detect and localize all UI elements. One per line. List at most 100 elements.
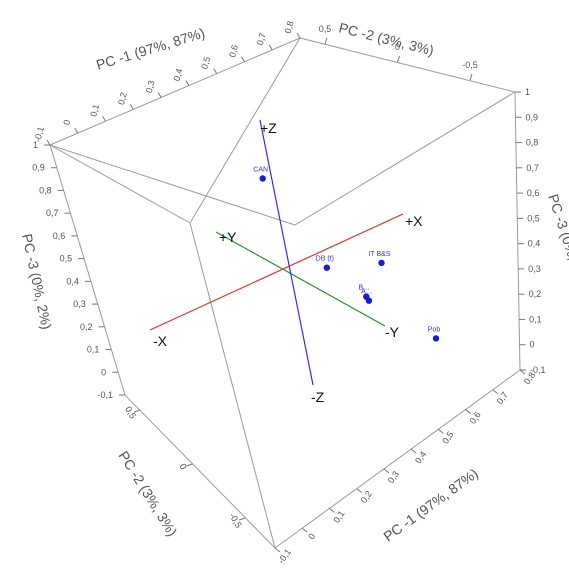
box-edge xyxy=(274,369,521,549)
pc1_front-tick-label: 0,1 xyxy=(331,509,346,525)
pc1-tick xyxy=(241,56,245,63)
pc2_front-tick-label: 0,5 xyxy=(123,405,138,421)
pc1-tick-label: 0,5 xyxy=(199,56,212,71)
pc3_right-tick-label: 0,8 xyxy=(526,138,539,148)
pc3_right-tick-label: 1 xyxy=(525,87,530,97)
pc1-tick-label: 0 xyxy=(61,119,72,126)
pc1-tick-label: -0,1 xyxy=(32,125,46,143)
tick-layer xyxy=(44,32,526,553)
pc3-tick-label: 0 xyxy=(101,367,106,377)
pc3-tick-label: 0,6 xyxy=(53,231,66,241)
pc1-tick-label: 0,7 xyxy=(255,32,268,47)
box-edge xyxy=(514,91,521,371)
pc3-tick-label: 0,1 xyxy=(87,345,100,355)
pc3-tick-label: 0,3 xyxy=(73,299,86,309)
pc2_front-tick-label: 0 xyxy=(178,462,189,471)
pc1_front-tick-label: 0,3 xyxy=(386,469,401,485)
pc1-axis-title-top: PC -1 (97%, 87%) xyxy=(94,25,207,73)
x-direction-line xyxy=(149,213,404,331)
pc3_right-tick-label: -0,1 xyxy=(530,365,546,375)
pc1_front-tick xyxy=(465,409,471,414)
box-edge xyxy=(294,91,516,226)
pc1_front-tick xyxy=(301,527,308,533)
pc3-tick-label: 0,7 xyxy=(46,208,59,218)
plus-z-label: +Z xyxy=(260,120,277,136)
pc2-axis-title-top: PC -2 (3%, 3%) xyxy=(337,19,435,58)
pc2_front-tick xyxy=(238,517,246,521)
pc1_front-tick xyxy=(329,508,335,513)
data-point-label: CAN xyxy=(253,167,268,174)
data-point xyxy=(259,175,266,182)
pc1_front-tick-label: 0,2 xyxy=(359,489,374,505)
data-point xyxy=(378,259,385,267)
pc1-tick-label: 0,2 xyxy=(116,91,129,106)
pc2-tick xyxy=(324,37,328,45)
pc1-tick xyxy=(74,127,79,134)
pc1_front-tick-label: 0,5 xyxy=(440,430,455,446)
plus-y-label: +Y xyxy=(219,229,237,245)
data-point xyxy=(365,297,373,304)
data-point xyxy=(323,264,330,271)
pc1-tick-label: 0,8 xyxy=(283,20,296,35)
pc2_front-tick xyxy=(186,463,193,467)
pc1-tick-label: 0,6 xyxy=(227,44,240,59)
pc3-tick-label: -0,1 xyxy=(97,390,113,400)
pc2-axis-title-front: PC -2 (3%, 3%) xyxy=(115,448,180,539)
pc1-tick xyxy=(213,68,218,74)
minus-z-label: -Z xyxy=(311,389,325,405)
pc1_front-tick xyxy=(274,547,281,553)
pc1-tick xyxy=(129,104,134,110)
pc1_front-tick xyxy=(438,428,444,434)
y-direction-line xyxy=(215,231,386,327)
pc1-tick xyxy=(46,139,51,146)
box-edge xyxy=(299,37,516,93)
pc3-axis-title-left: PC -3 (0%, 2%) xyxy=(19,232,55,330)
pc1_front-tick-label: -0,1 xyxy=(276,547,293,565)
pc1_front-tick xyxy=(492,389,499,395)
pc3_right-tick-label: 0,6 xyxy=(527,188,540,198)
pc2-tick xyxy=(469,73,473,81)
pc1-tick xyxy=(185,80,190,86)
pc1_front-tick-label: 0,6 xyxy=(467,410,482,426)
pc3_right-tick-label: 0,9 xyxy=(525,112,538,122)
box-edge xyxy=(189,222,276,549)
pc3_right-tick-label: 0,2 xyxy=(529,289,542,299)
box-edge xyxy=(49,144,126,396)
pc3-tick-label: 0,5 xyxy=(60,254,73,264)
pc1-tick xyxy=(268,44,273,51)
box-edge xyxy=(49,144,296,226)
box-edge xyxy=(124,394,276,549)
pc1_front-tick xyxy=(356,488,362,494)
pc3-tick-label: 0,8 xyxy=(39,185,52,195)
pc3-tick-label: 0,4 xyxy=(66,276,79,286)
points-layer: CAN DB (t) IT B&S Pob B…A… xyxy=(253,167,440,342)
pc3_right-tick-label: 0,4 xyxy=(528,239,541,249)
data-point-label: IT B&S xyxy=(368,251,390,258)
data-point-label: B… xyxy=(358,285,370,292)
data-point-label: A… xyxy=(361,289,373,296)
bounding-box xyxy=(49,37,521,549)
minus-x-label: -X xyxy=(153,333,168,349)
box-edge xyxy=(189,37,301,224)
pc1-tick-label: 0,1 xyxy=(88,103,101,118)
pc1_front-tick xyxy=(519,369,526,375)
pc3_right-tick-label: 0,5 xyxy=(527,213,540,223)
z-direction-line xyxy=(259,119,314,386)
pc2-tick-label: 0,5 xyxy=(319,24,332,34)
pc1_front-tick-label: 0,4 xyxy=(413,449,428,465)
pc1-tick-label: 0,4 xyxy=(172,67,185,82)
pc2_front-tick xyxy=(133,409,141,413)
pc3_right-tick-label: 0,3 xyxy=(528,264,541,274)
data-point-label: DB (t) xyxy=(316,256,334,263)
data-point xyxy=(432,335,440,342)
box-edge xyxy=(49,144,191,224)
pc1-tick-label: 0,3 xyxy=(144,79,157,94)
pc1-tick xyxy=(296,32,301,39)
pc3_right-tick-label: 0 xyxy=(530,340,535,350)
plus-x-label: +X xyxy=(405,213,423,229)
pc1_front-tick xyxy=(383,468,390,474)
pc2-tick xyxy=(397,55,400,63)
pc3_right-tick-label: 0,1 xyxy=(529,314,542,324)
data-point-label: Pob xyxy=(428,326,441,333)
